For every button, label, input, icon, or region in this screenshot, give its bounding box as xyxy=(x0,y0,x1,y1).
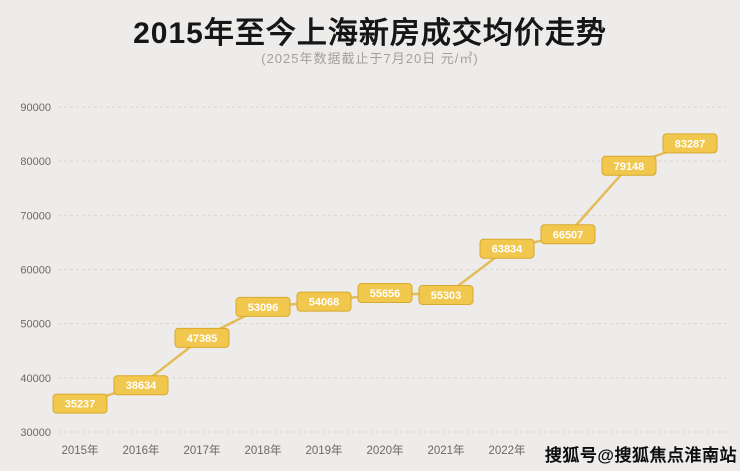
y-axis-tick-label: 90000 xyxy=(20,102,51,114)
price-line xyxy=(78,142,692,405)
y-axis-tick-label: 40000 xyxy=(20,373,51,385)
data-label-value: 38634 xyxy=(126,380,157,392)
data-label-value: 55656 xyxy=(370,288,401,300)
data-label-box xyxy=(540,224,596,245)
data-point-label: 79148 xyxy=(601,155,657,176)
x-axis-tick-label: 2018年 xyxy=(244,443,281,457)
y-axis-tick-label: 70000 xyxy=(20,210,51,222)
data-point-label: 35237 xyxy=(52,393,108,414)
data-label-box xyxy=(174,327,230,348)
data-label-box xyxy=(479,238,535,259)
data-label-value: 54068 xyxy=(309,297,340,309)
watermark: 搜狐号@搜狐焦点淮南站 xyxy=(544,446,737,465)
data-point-label: 83287 xyxy=(662,133,718,154)
x-axis-tick-label: 2021年 xyxy=(427,443,464,457)
x-axis-tick-label: 2022年 xyxy=(488,443,525,457)
data-label-value: 63834 xyxy=(492,244,523,256)
data-point-label: 66507 xyxy=(540,224,596,245)
x-axis-tick-label: 2017年 xyxy=(183,443,220,457)
data-label-value: 83287 xyxy=(675,138,706,150)
data-label-value: 35237 xyxy=(65,399,96,411)
data-point-label: 47385 xyxy=(174,327,230,348)
data-label-box xyxy=(113,375,169,396)
data-label-box xyxy=(357,283,413,304)
data-point-label: 55656 xyxy=(357,283,413,304)
x-axis-tick-label: 2019年 xyxy=(305,443,342,457)
data-label-box xyxy=(662,133,718,154)
data-label-box xyxy=(418,284,474,305)
data-label-value: 55303 xyxy=(431,290,462,302)
data-point-label: 38634 xyxy=(113,375,169,396)
data-label-value: 47385 xyxy=(187,333,218,345)
data-label-value: 79148 xyxy=(614,161,645,173)
data-label-box xyxy=(296,291,352,312)
page-title: 2015年至今上海新房成交均价走势 xyxy=(133,17,607,50)
data-label-box xyxy=(601,155,657,176)
y-axis-tick-label: 50000 xyxy=(20,319,51,331)
y-axis-tick-label: 80000 xyxy=(20,156,51,168)
page-subtitle: (2025年数据截止于7月20日 元/㎡) xyxy=(261,51,479,66)
x-axis-tick-label: 2016年 xyxy=(122,443,159,457)
data-label-value: 66507 xyxy=(553,229,584,241)
data-label-value: 53096 xyxy=(248,302,279,314)
data-point-label: 53096 xyxy=(235,296,291,317)
x-axis-tick-label: 2020年 xyxy=(366,443,403,457)
x-axis-tick-label: 2015年 xyxy=(61,443,98,457)
data-point-label: 54068 xyxy=(296,291,352,312)
data-point-label: 55303 xyxy=(418,284,474,305)
data-label-box xyxy=(52,393,108,414)
y-axis-tick-label: 30000 xyxy=(20,427,51,439)
data-point-label: 63834 xyxy=(479,238,535,259)
data-label-box xyxy=(235,296,291,317)
y-axis-tick-label: 60000 xyxy=(20,265,51,277)
